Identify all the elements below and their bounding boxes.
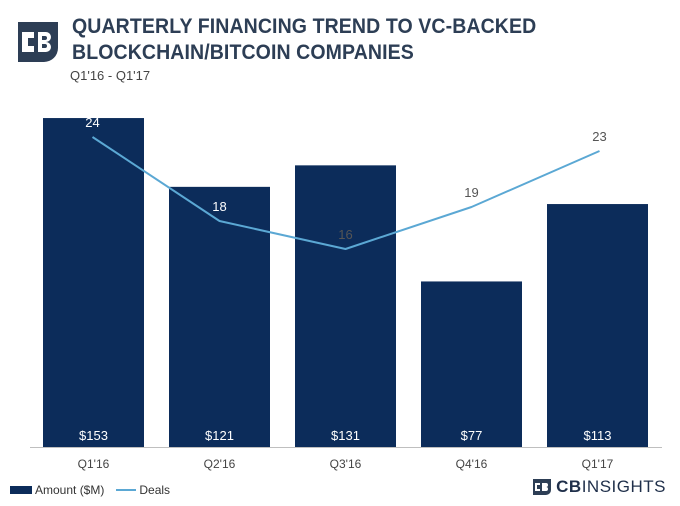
x-tick-label-3: Q4'16 — [456, 457, 488, 471]
deals-value-label-4: 23 — [592, 129, 606, 144]
deals-value-label-2: 16 — [338, 227, 352, 242]
bar-value-label-2: $131 — [331, 428, 360, 443]
brand-text-rest: INSIGHTS — [581, 477, 666, 496]
deals-line — [91, 136, 600, 250]
bar-0 — [43, 118, 144, 448]
bar-1 — [169, 186, 270, 447]
chart-subtitle: Q1'16 - Q1'17 — [70, 68, 151, 83]
bar-3 — [421, 281, 522, 447]
deals-value-label-1: 18 — [212, 199, 226, 214]
deals-value-label-0: 24 — [85, 115, 99, 130]
brand-text-bold: CB — [556, 477, 582, 496]
bar-value-label-3: $77 — [461, 428, 483, 443]
bar-2 — [295, 165, 396, 447]
legend-deals-swatch — [116, 489, 137, 491]
title-line-2: BLOCKCHAIN/BITCOIN COMPANIES — [72, 41, 414, 64]
title-line-1: QUARTERLY FINANCING TREND TO VC-BACKED — [72, 15, 537, 38]
x-tick-label-2: Q3'16 — [330, 457, 362, 471]
brand-logo: CBINSIGHTS — [532, 477, 666, 497]
bar-value-label-4: $113 — [584, 428, 612, 443]
legend-deals-label: Deals — [139, 483, 171, 497]
legend-amount-label: Amount ($M) — [35, 483, 105, 497]
brand-icon — [533, 479, 552, 495]
bar-4 — [547, 204, 648, 447]
legend-amount-swatch — [10, 486, 32, 494]
x-tick-label-4: Q1'17 — [582, 457, 614, 471]
chart-title: QUARTERLY FINANCING TREND TO VC-BACKED B… — [72, 14, 649, 66]
bar-value-label-1: $121 — [205, 428, 234, 443]
legend: Amount ($M) Deals — [10, 483, 170, 497]
bar-value-label-0: $153 — [79, 428, 108, 443]
cb-insights-logo-icon — [18, 22, 58, 62]
deals-value-label-3: 19 — [464, 185, 478, 200]
x-tick-label-1: Q2'16 — [204, 457, 236, 471]
x-tick-label-0: Q1'16 — [78, 457, 110, 471]
